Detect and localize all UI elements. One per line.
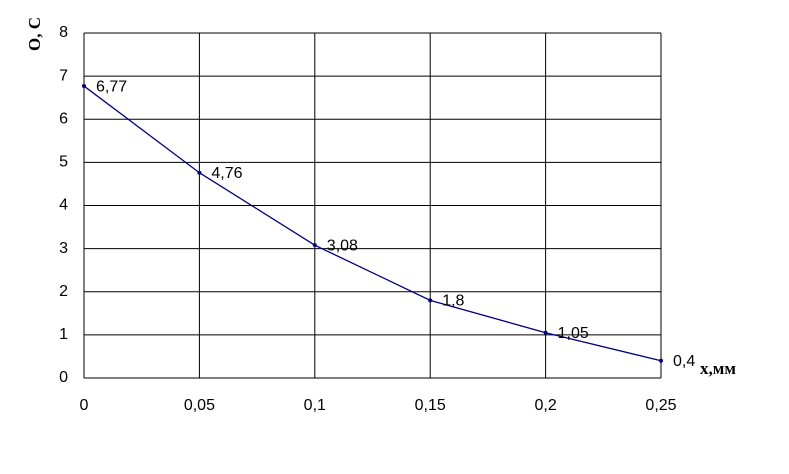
data-label: 1,05	[558, 325, 589, 342]
y-tick-label: 4	[59, 197, 68, 214]
x-axis-label: x,мм	[700, 359, 736, 378]
x-tick-label: 0	[80, 397, 89, 414]
x-tick-label: 0,15	[415, 397, 446, 414]
y-tick-label: 8	[59, 24, 68, 41]
data-point	[82, 84, 86, 89]
data-point	[659, 358, 663, 363]
data-point	[197, 170, 202, 175]
x-tick-label: 0,2	[534, 397, 556, 414]
y-tick-label: 5	[59, 154, 68, 171]
data-label: 6,77	[96, 78, 127, 95]
data-point	[428, 298, 433, 303]
data-point	[312, 243, 317, 248]
y-tick-label: 2	[59, 283, 68, 300]
x-tick-label: 0,25	[645, 397, 676, 414]
y-tick-label: 0	[59, 369, 68, 386]
x-tick-label: 0,1	[304, 397, 326, 414]
y-axis-label: O, C	[25, 17, 44, 51]
data-point	[543, 330, 548, 335]
data-label: 3,08	[327, 237, 358, 254]
data-label: 4,76	[211, 165, 242, 182]
x-tick-label: 0,05	[184, 397, 215, 414]
data-label: 0,4	[673, 353, 695, 370]
data-line	[83, 85, 662, 362]
y-tick-label: 6	[59, 110, 68, 127]
y-tick-label: 1	[59, 326, 68, 343]
y-tick-label: 7	[59, 67, 68, 84]
y-tick-label: 3	[59, 240, 68, 257]
data-label: 1,8	[442, 293, 464, 310]
